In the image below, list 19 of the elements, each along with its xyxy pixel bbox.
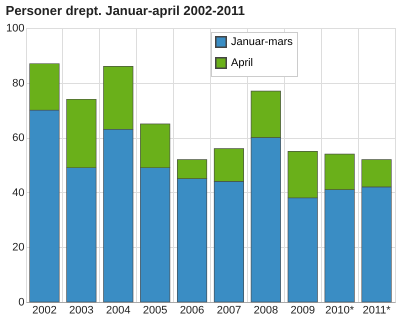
x-tick-label: 2011*: [362, 304, 392, 316]
x-tick-label: 2006: [180, 304, 204, 316]
x-tick-label: 2007: [216, 304, 242, 316]
y-tick-label: 60: [12, 132, 24, 144]
chart-title: Personer drept. Januar-april 2002-2011: [6, 3, 245, 18]
y-tick-label: 100: [6, 22, 24, 34]
x-tick-label: 2002: [32, 304, 57, 316]
y-tick-label: 40: [12, 186, 24, 199]
x-tick-label: 2009: [290, 304, 315, 316]
x-tick-label: 2004: [106, 304, 130, 316]
x-tick-label: 2010*: [325, 304, 355, 316]
legend-label: April: [231, 57, 254, 69]
x-tick-label: 2008: [254, 304, 278, 316]
y-tick-label: 20: [12, 242, 24, 254]
legend-label: Januar-mars: [231, 36, 294, 48]
y-tick-label: 0: [18, 296, 24, 308]
y-tick-label: 80: [12, 77, 24, 90]
x-tick-label: 2003: [69, 304, 94, 316]
x-tick-label: 2005: [142, 304, 168, 316]
